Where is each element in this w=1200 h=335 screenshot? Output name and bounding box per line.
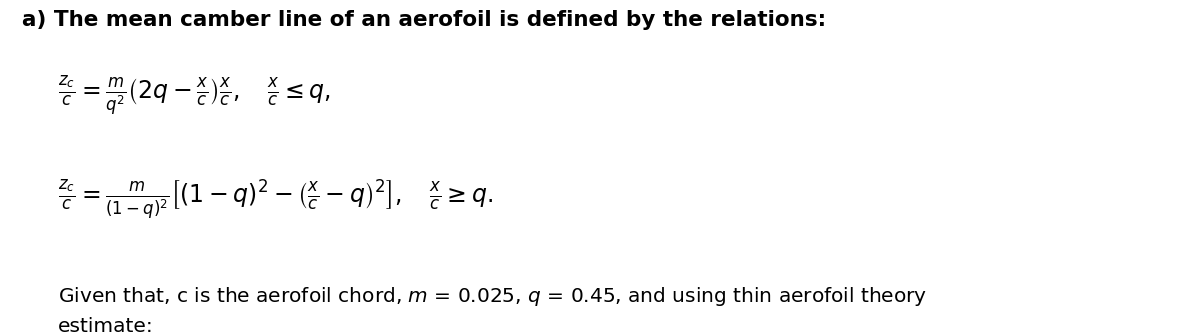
Text: a) The mean camber line of an aerofoil is defined by the relations:: a) The mean camber line of an aerofoil i…	[22, 10, 826, 30]
Text: $\frac{z_c}{c} = \frac{m}{q^2}\left(2q - \frac{x}{c}\right)\frac{x}{c},\quad \fr: $\frac{z_c}{c} = \frac{m}{q^2}\left(2q -…	[58, 74, 331, 118]
Text: $\frac{z_c}{c} = \frac{m}{(1-q)^2}\left[(1-q)^2 - \left(\frac{x}{c} - q\right)^2: $\frac{z_c}{c} = \frac{m}{(1-q)^2}\left[…	[58, 178, 493, 222]
Text: Given that, c is the aerofoil chord, $m$ = 0.025, $q$ = 0.45, and using thin aer: Given that, c is the aerofoil chord, $m$…	[58, 285, 926, 335]
